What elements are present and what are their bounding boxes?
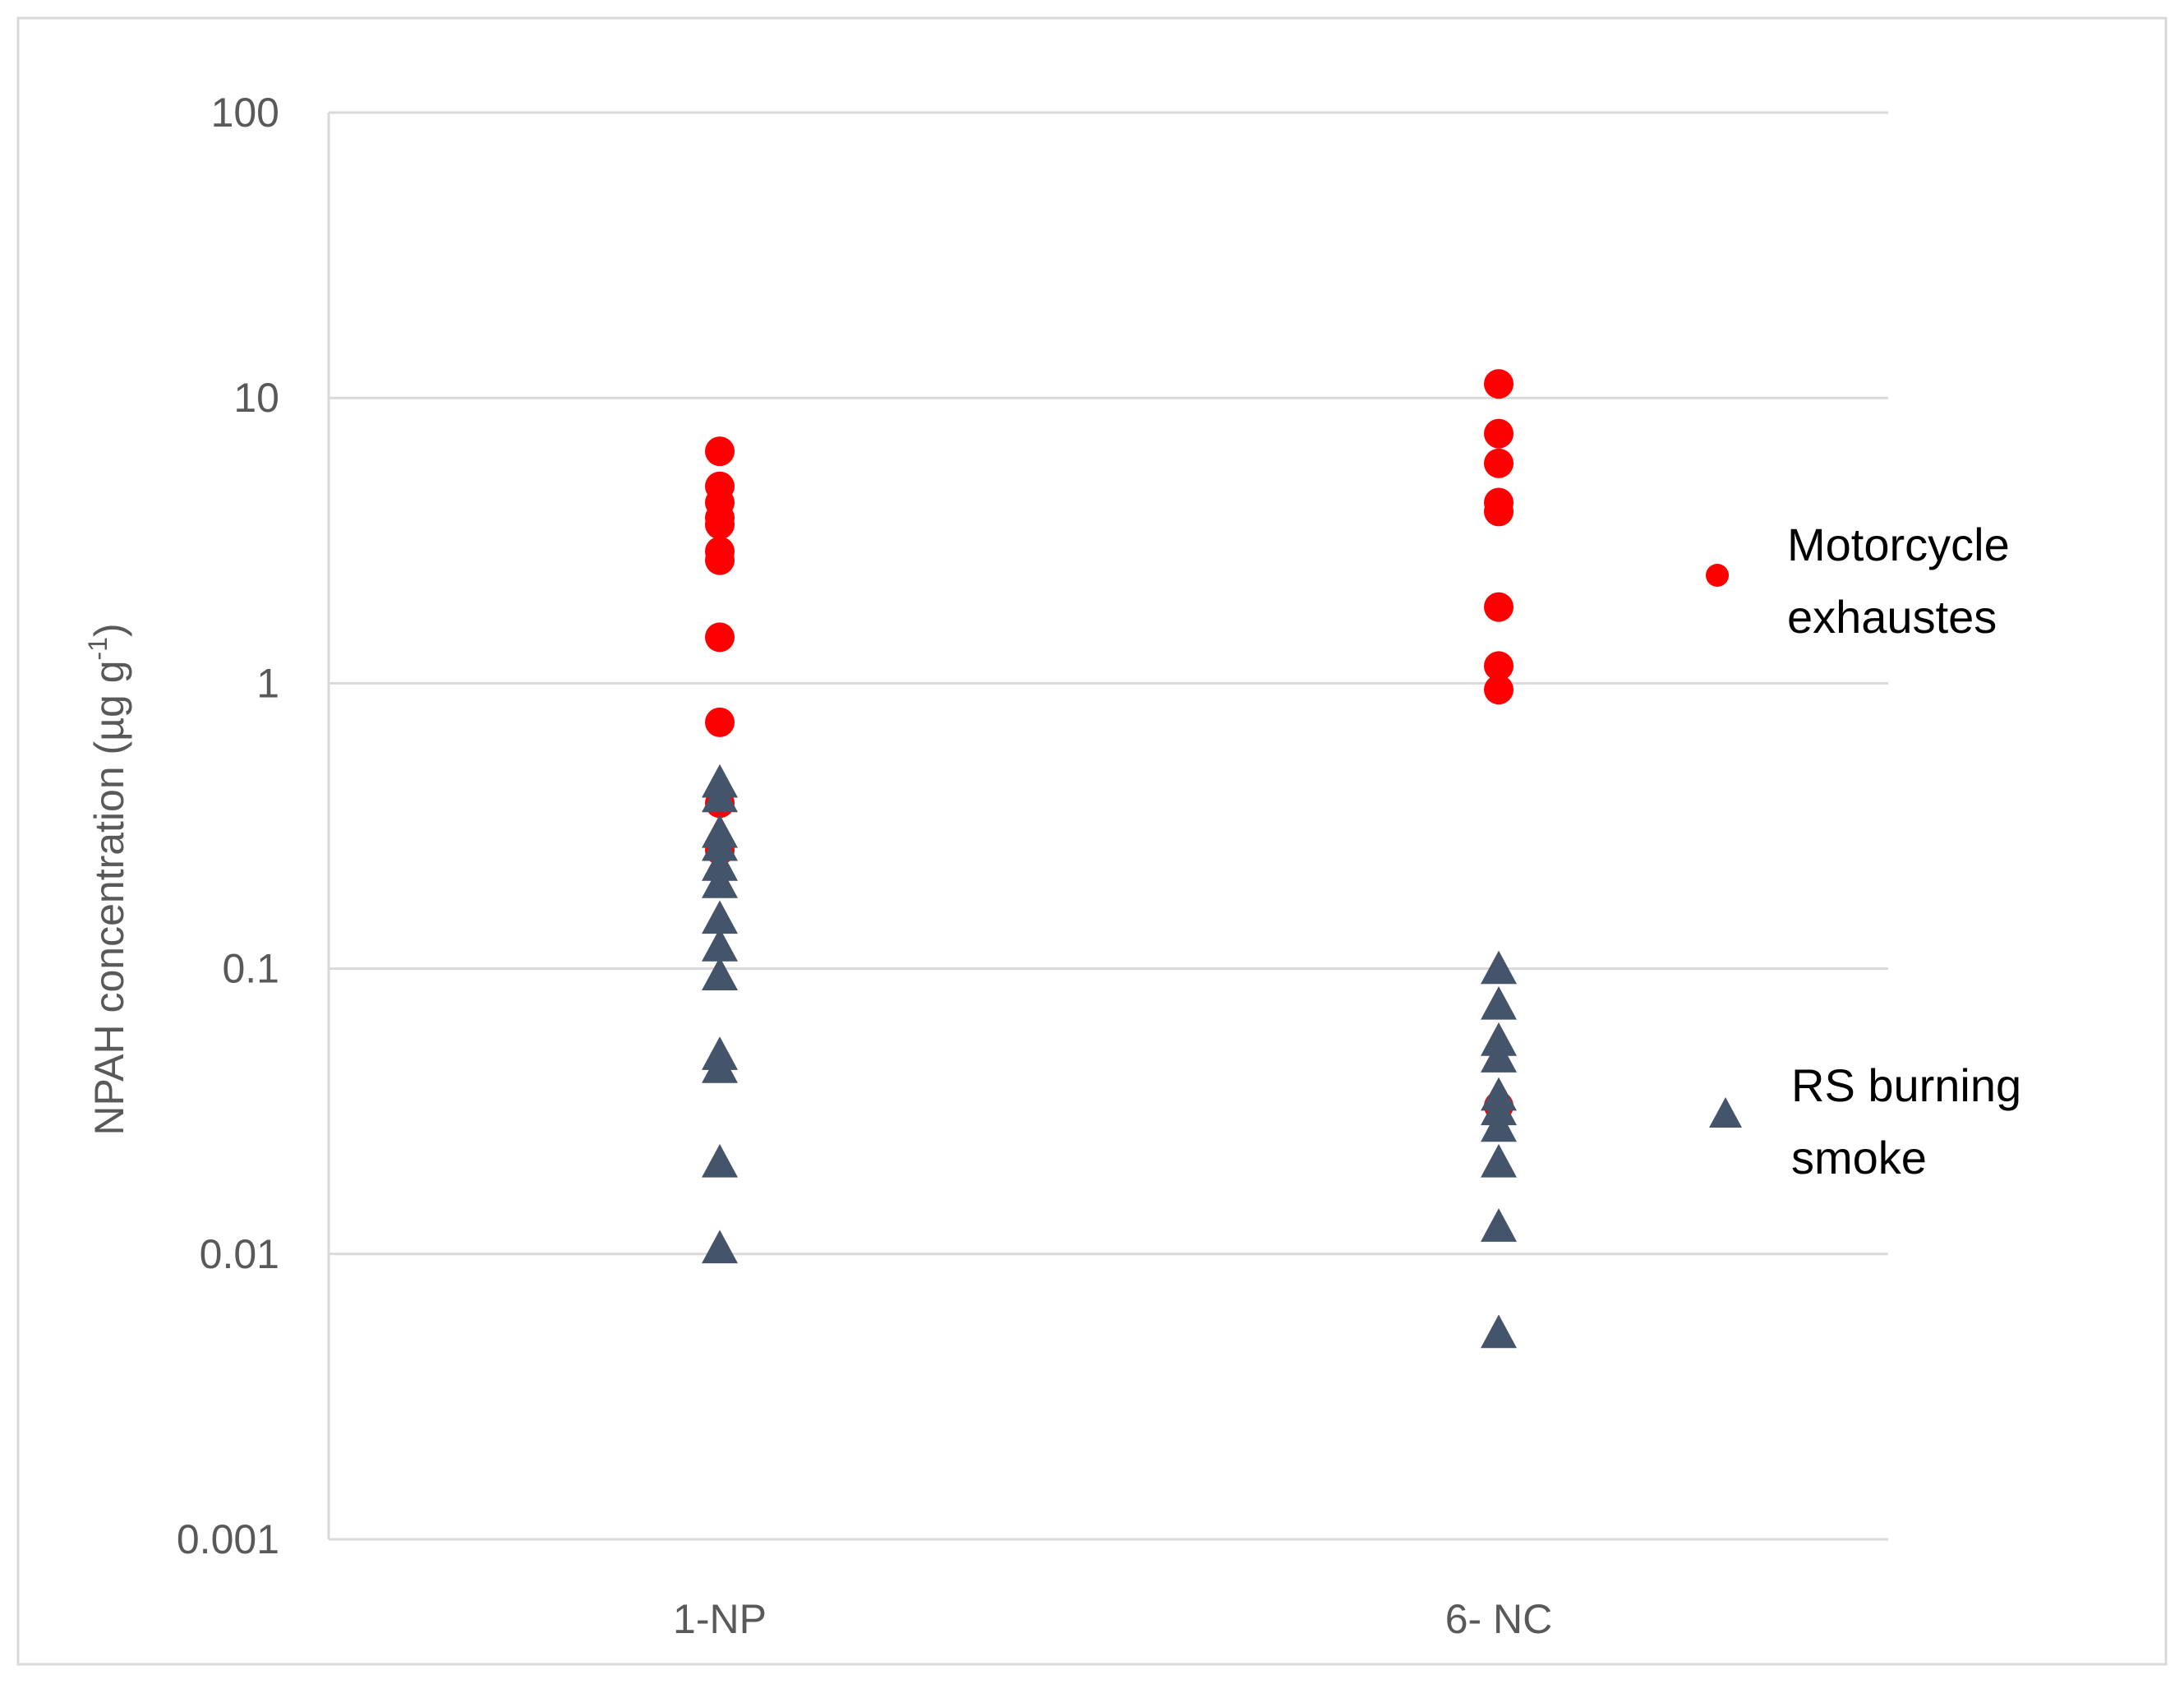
rs-burning-point bbox=[702, 900, 738, 934]
motorcycle-point bbox=[1484, 651, 1514, 681]
motorcycle-point bbox=[1484, 592, 1514, 622]
legend-label-line: smoke bbox=[1791, 1132, 1927, 1183]
y-tick-label-100: 100 bbox=[211, 90, 279, 136]
rs-burning-point bbox=[1481, 1143, 1517, 1178]
y-axis-title-close: ) bbox=[86, 623, 132, 637]
y-axis-title: NPAH concentration (µg g-1) bbox=[83, 623, 132, 1135]
y-tick-label-0.1: 0.1 bbox=[222, 946, 279, 992]
y-axis-title-main: NPAH concentration (µg g bbox=[86, 660, 132, 1135]
motorcycle-point bbox=[1484, 448, 1514, 478]
motorcycle-point bbox=[705, 707, 735, 737]
motorcycle-point bbox=[705, 510, 735, 540]
rs-burning-point bbox=[1481, 1208, 1517, 1242]
rs-burning-point bbox=[1481, 1108, 1517, 1142]
rs-burning-point bbox=[702, 1230, 738, 1264]
rs-burning-point bbox=[702, 847, 738, 881]
y-axis-title-superscript: -1 bbox=[83, 637, 113, 660]
x-category-labels: 1-NP 6- NC bbox=[673, 1596, 1552, 1642]
motorcycle-point bbox=[705, 622, 735, 653]
rs-burning-point bbox=[702, 1050, 738, 1083]
legend-marker-circle bbox=[1706, 564, 1729, 587]
legend-marker-triangle bbox=[1709, 1097, 1742, 1128]
y-tick-label-0.001: 0.001 bbox=[177, 1516, 279, 1562]
rs-burning-point bbox=[1481, 1039, 1517, 1073]
legend: Motorcycle exhaustes RS burning smoke bbox=[1706, 519, 2021, 1183]
motorcycle-point bbox=[1484, 675, 1514, 705]
motorcycle-point bbox=[1484, 418, 1514, 449]
rs-burning-point bbox=[702, 778, 738, 813]
grid-layer bbox=[329, 111, 1888, 1256]
rs-burning-point bbox=[702, 827, 738, 861]
rs-burning-point bbox=[702, 957, 738, 991]
y-tick-label-1: 1 bbox=[256, 660, 279, 706]
data-points bbox=[702, 369, 1517, 1349]
motorcycle-point bbox=[705, 436, 735, 467]
rs-burning-point bbox=[702, 928, 738, 962]
x-category-label: 1-NP bbox=[673, 1596, 767, 1642]
legend-label-line: RS burning bbox=[1791, 1059, 2021, 1111]
y-tick-label-0.01: 0.01 bbox=[200, 1231, 279, 1277]
rs-burning-point bbox=[1481, 985, 1517, 1020]
legend-label-line: exhaustes bbox=[1787, 591, 1997, 643]
chart-border bbox=[16, 16, 2168, 1666]
rs-burning-point bbox=[1481, 1314, 1517, 1349]
motorcycle-point bbox=[1484, 496, 1514, 527]
x-category-label: 6- NC bbox=[1445, 1596, 1553, 1642]
rs-burning-point bbox=[1481, 950, 1517, 985]
motorcycle-point bbox=[1484, 369, 1514, 399]
rs-burning-point bbox=[702, 865, 738, 898]
legend-label-line: Motorcycle bbox=[1787, 519, 2010, 570]
y-tick-label-10: 10 bbox=[233, 375, 279, 421]
rs-burning-point bbox=[702, 1143, 738, 1178]
axis-layer bbox=[327, 113, 1888, 1541]
y-tick-labels: 100 10 1 0.1 0.01 0.001 bbox=[177, 90, 279, 1562]
motorcycle-point bbox=[705, 545, 735, 575]
